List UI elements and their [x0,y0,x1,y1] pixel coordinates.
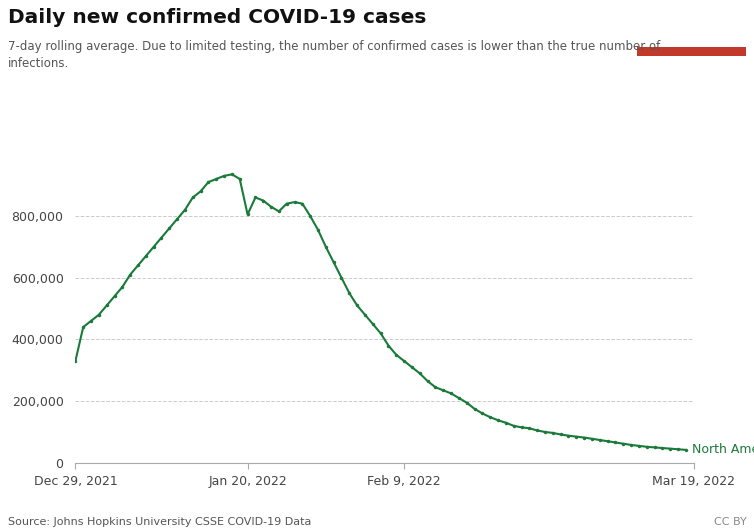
Text: Daily new confirmed COVID-19 cases: Daily new confirmed COVID-19 cases [8,8,426,27]
Text: North America: North America [692,443,754,456]
Text: Source: Johns Hopkins University CSSE COVID-19 Data: Source: Johns Hopkins University CSSE CO… [8,517,311,527]
Text: CC BY: CC BY [714,517,746,527]
Text: 7-day rolling average. Due to limited testing, the number of confirmed cases is : 7-day rolling average. Due to limited te… [8,40,660,70]
Bar [637,47,746,56]
Text: Our World
in Data: Our World in Data [662,16,722,38]
